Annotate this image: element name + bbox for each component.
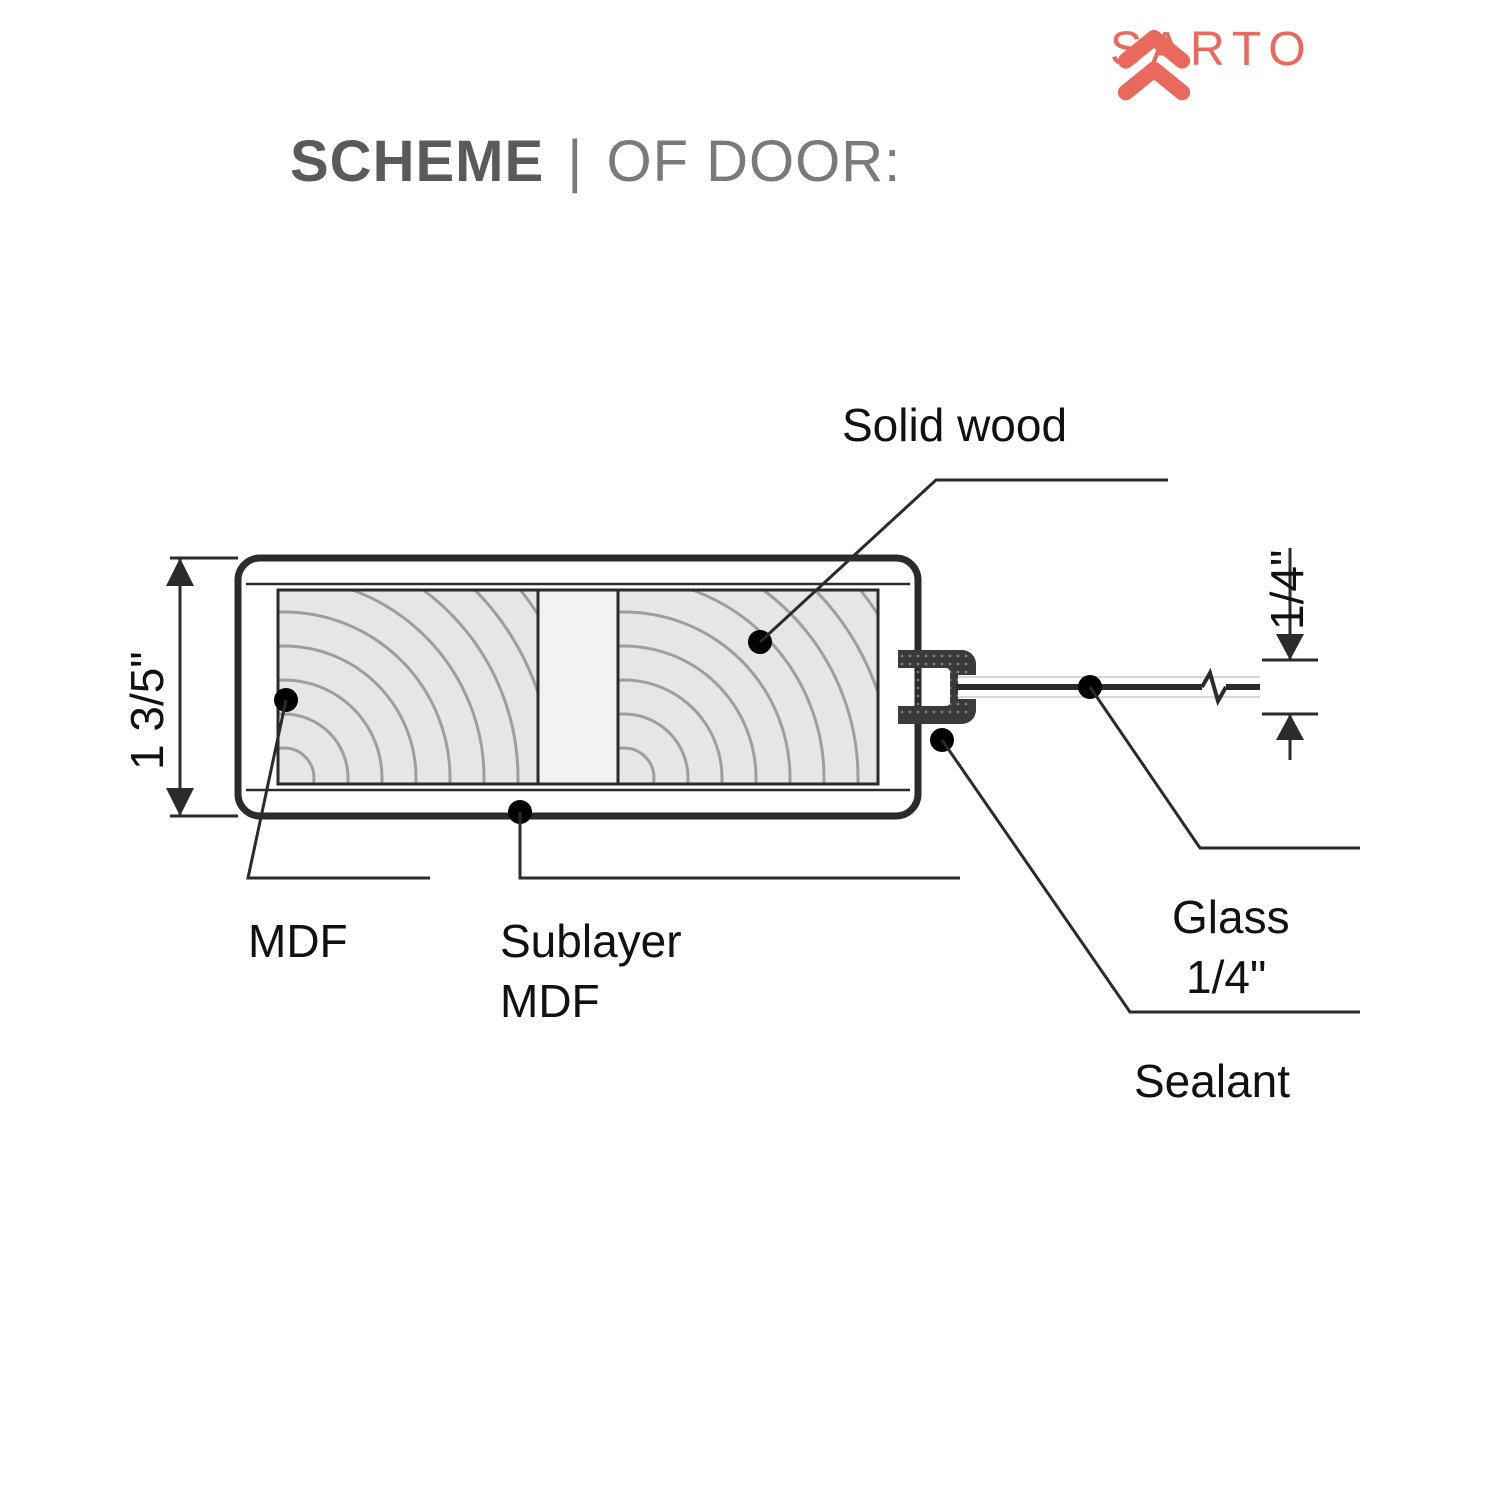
section-drawing xyxy=(0,0,1500,1500)
dim-glass-thk-label: 1/4" xyxy=(1260,550,1314,630)
label-solid-wood: Solid wood xyxy=(842,398,1067,452)
label-sublayer: Sublayer xyxy=(500,914,682,968)
label-mdf: MDF xyxy=(248,914,348,968)
label-sublayer-2: MDF xyxy=(500,974,600,1028)
label-sealant: Sealant xyxy=(1134,1054,1290,1108)
dim-height-label: 1 3/5" xyxy=(120,651,174,770)
label-glass-2: 1/4" xyxy=(1186,950,1266,1004)
diagram-stage: SARTO SCHEME | OF DOOR: 1 3/5" 1/4" Soli… xyxy=(0,0,1500,1500)
label-glass: Glass xyxy=(1172,890,1290,944)
